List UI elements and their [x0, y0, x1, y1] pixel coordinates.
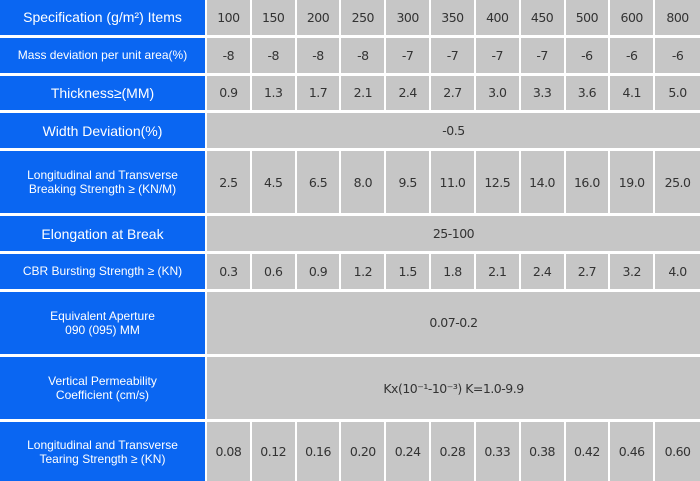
row-label-line: Coefficient (cm/s) [55, 388, 150, 403]
value-cell: 0.46 [610, 422, 656, 481]
table-row: Equivalent Aperture 090 (095) MM 0.07-0.2 [0, 291, 700, 357]
row-label: Elongation at Break [0, 216, 207, 255]
row-label: Thickness≥(MM) [0, 75, 207, 114]
value-cell: -7 [431, 37, 476, 76]
span-value-cell: -0.5 [207, 113, 700, 152]
value-cell: 0.28 [431, 422, 476, 481]
row-label: Mass deviation per unit area(%) [0, 37, 207, 76]
row-label: Vertical Permeability Coefficient (cm/s) [0, 357, 207, 423]
value-cell: 2.7 [565, 254, 611, 292]
row-label: Longitudinal and Transverse Tearing Stren… [0, 422, 207, 481]
table-row: Longitudinal and Transverse Tearing Stren… [0, 422, 700, 481]
row-label: Width Deviation(%) [0, 113, 207, 152]
row-label: CBR Bursting Strength ≥ (KN) [0, 254, 207, 292]
value-cell: 2.4 [386, 75, 432, 114]
value-cell: -8 [251, 37, 297, 76]
value-cell: 2.5 [207, 151, 252, 217]
table-row: Elongation at Break 25-100 [0, 216, 700, 255]
value-cell: 0.24 [386, 422, 432, 481]
value-cell: 0.60 [655, 422, 700, 481]
row-label-line: Longitudinal and Transverse [27, 437, 178, 452]
value-cell: 1.7 [296, 75, 342, 114]
table-row: Mass deviation per unit area(%) -8 -8 -8 -8-… [0, 37, 700, 76]
value-cell: 0.9 [296, 254, 342, 292]
spec-header-cell: 400 [475, 0, 521, 38]
row-label-line: Tearing Strength ≥ (KN) [39, 451, 166, 466]
value-cell: 1.8 [431, 254, 476, 292]
spec-header-cell: 800 [655, 0, 700, 38]
value-cell: 11.0 [431, 151, 476, 217]
row-label: Equivalent Aperture 090 (095) MM [0, 291, 207, 357]
value-cell: 0.33 [475, 422, 521, 481]
value-cell: 1.3 [251, 75, 297, 114]
row-label-line: Longitudinal and Transverse [27, 168, 178, 183]
value-cell: 16.0 [565, 151, 611, 217]
value-cell: 2.7 [431, 75, 476, 114]
value-cell: -8 [296, 37, 342, 76]
value-cell: 2.1 [475, 254, 521, 292]
value-cell: 5.0 [655, 75, 700, 114]
value-cell: 0.6 [251, 254, 297, 292]
value-cell: 19.0 [610, 151, 656, 217]
value-cell: 9.5 [386, 151, 432, 217]
value-cell: 2.1 [341, 75, 387, 114]
spec-header-cell: 450 [520, 0, 566, 38]
value-cell: 25.0 [655, 151, 700, 217]
value-cell: 4.0 [655, 254, 700, 292]
value-cell: -6 [565, 37, 611, 76]
table-row: Thickness≥(MM) 0.9 1.3 1.7 2.1 2.4 2.7 3.0 3.3 3.… [0, 75, 700, 114]
value-cell: 0.08 [207, 422, 252, 481]
row-label-line: Equivalent Aperture [50, 308, 155, 323]
header-row: Specification (g/m²) Items 100 150 200 250 3… [0, 0, 700, 38]
row-label: Longitudinal and Transverse Breaking Stre… [0, 151, 207, 217]
value-cell: 3.0 [475, 75, 521, 114]
value-cell: 4.1 [610, 75, 656, 114]
value-cell: 0.9 [207, 75, 252, 114]
value-cell: -7 [520, 37, 566, 76]
table-row: Longitudinal and Transverse Breaking Stre… [0, 151, 700, 217]
value-cell: 4.5 [251, 151, 297, 217]
row-label-line: Breaking Strength ≥ (KN/M) [28, 182, 177, 197]
span-value-cell: 25-100 [207, 216, 700, 255]
value-cell: -6 [655, 37, 700, 76]
value-cell: 0.3 [207, 254, 252, 292]
value-cell: 0.38 [520, 422, 566, 481]
value-cell: 0.42 [565, 422, 611, 481]
value-cell: 0.16 [296, 422, 342, 481]
table-row: Vertical Permeability Coefficient (cm/s) K… [0, 357, 700, 423]
value-cell: 3.6 [565, 75, 611, 114]
value-cell: -6 [610, 37, 656, 76]
spec-header-cell: 350 [431, 0, 476, 38]
value-cell: 14.0 [520, 151, 566, 217]
span-value-cell: Kx(10⁻¹-10⁻³) K=1.0-9.9 [207, 357, 700, 423]
value-cell: -8 [341, 37, 387, 76]
value-cell: 0.12 [251, 422, 297, 481]
value-cell: 3.3 [520, 75, 566, 114]
spec-header-cell: 100 [207, 0, 252, 38]
row-label-line: 090 (095) MM [65, 322, 140, 337]
value-cell: 8.0 [341, 151, 387, 217]
spec-header-cell: 250 [341, 0, 387, 38]
spec-header-cell: 150 [251, 0, 297, 38]
value-cell: 0.20 [341, 422, 387, 481]
value-cell: 2.4 [520, 254, 566, 292]
span-value-cell: 0.07-0.2 [207, 291, 700, 357]
row-label-line: Vertical Permeability [48, 374, 157, 389]
value-cell: 3.2 [610, 254, 656, 292]
spec-header-cell: 300 [386, 0, 432, 38]
value-cell: 12.5 [475, 151, 521, 217]
value-cell: 6.5 [296, 151, 342, 217]
spec-header-cell: 500 [565, 0, 611, 38]
header-label: Specification (g/m²) Items [0, 0, 207, 38]
spec-header-cell: 600 [610, 0, 656, 38]
value-cell: -7 [386, 37, 432, 76]
table-row: Width Deviation(%) -0.5 [0, 113, 700, 152]
value-cell: 1.2 [341, 254, 387, 292]
value-cell: 1.5 [386, 254, 432, 292]
spec-header-cell: 200 [296, 0, 342, 38]
value-cell: -7 [475, 37, 521, 76]
table-row: CBR Bursting Strength ≥ (KN) 0.3 0.6 0.9 1.2… [0, 254, 700, 292]
value-cell: -8 [207, 37, 252, 76]
